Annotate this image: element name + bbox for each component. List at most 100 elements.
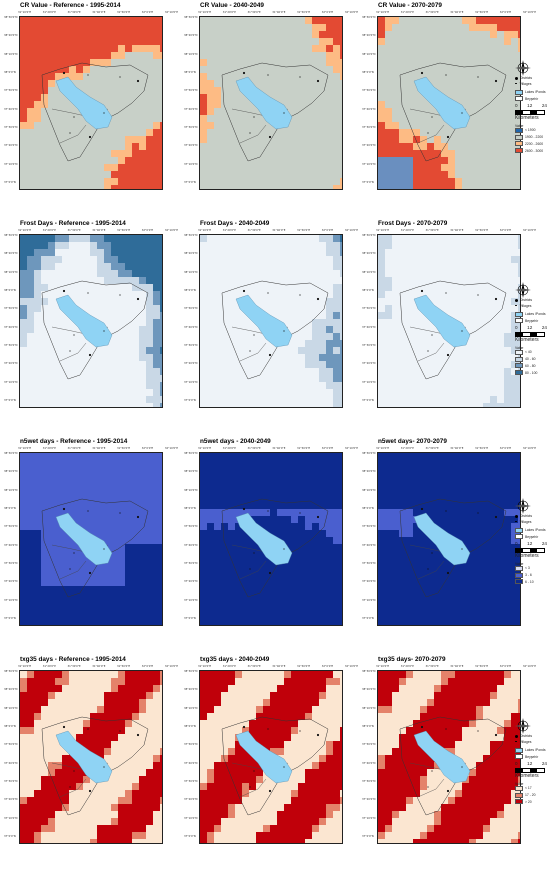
raster-cell — [427, 572, 434, 579]
latitude-tick-label: 38°10'0"N — [362, 270, 376, 274]
raster-cell — [305, 769, 312, 776]
raster-cell — [125, 333, 132, 340]
raster-cell — [55, 783, 62, 790]
raster-cell — [228, 614, 235, 621]
raster-cell — [228, 460, 235, 467]
raster-cell — [420, 361, 427, 368]
raster-cell — [319, 593, 326, 600]
raster-cell — [125, 692, 132, 699]
raster-cell — [312, 481, 319, 488]
raster-cell — [34, 368, 41, 375]
raster-cell — [153, 298, 160, 305]
raster-cell — [483, 185, 490, 189]
raster-cell — [291, 832, 298, 839]
latitude-tick-label: 38°10'0"N — [362, 488, 376, 492]
raster-cell — [406, 242, 413, 249]
raster-cell — [200, 305, 207, 312]
raster-cell — [326, 572, 333, 579]
raster-cell — [476, 530, 483, 537]
raster-cell — [312, 38, 319, 45]
raster-cell — [235, 249, 242, 256]
raster-cell — [385, 122, 392, 129]
raster-cell — [448, 671, 455, 678]
raster-cell — [221, 185, 228, 189]
raster-cell — [48, 122, 55, 129]
raster-cell — [312, 249, 319, 256]
panel-title: CR Value - Reference - 1995-2014 — [20, 2, 121, 9]
raster-cell — [263, 178, 270, 185]
raster-cell — [34, 579, 41, 586]
raster-cell — [448, 565, 455, 572]
raster-cell — [385, 488, 392, 495]
raster-cell — [483, 249, 490, 256]
raster-cell — [511, 607, 518, 614]
raster-cell — [406, 277, 413, 284]
raster-cell — [263, 368, 270, 375]
raster-cell — [249, 607, 256, 614]
raster-cell — [132, 544, 139, 551]
raster-cell — [319, 143, 326, 150]
raster-cell — [221, 94, 228, 101]
raster-cell — [249, 45, 256, 52]
raster-cell — [511, 453, 518, 460]
raster-cell — [312, 671, 319, 678]
latitude-tick-label: 37°0'0"N — [362, 834, 374, 838]
raster-cell — [483, 509, 490, 516]
raster-cell — [518, 586, 520, 593]
village-point — [73, 552, 75, 554]
raster-cell — [221, 396, 228, 403]
raster-cell — [326, 671, 333, 678]
raster-cell — [378, 298, 385, 305]
raster-cell — [90, 171, 97, 178]
raster-cell — [469, 52, 476, 59]
raster-cell — [125, 811, 132, 818]
raster-cell — [490, 108, 497, 115]
raster-cell — [277, 692, 284, 699]
raster-cell — [200, 340, 207, 347]
raster-cell — [312, 762, 319, 769]
raster-cell — [146, 298, 153, 305]
raster-cell — [125, 572, 132, 579]
raster-cell — [305, 565, 312, 572]
raster-cell — [490, 319, 497, 326]
raster-cell — [207, 277, 214, 284]
longitude-tick-label: 31°30'0"E — [425, 11, 439, 14]
district-point — [242, 507, 246, 511]
raster-cell — [305, 284, 312, 291]
raster-cell — [462, 178, 469, 185]
raster-cell — [90, 734, 97, 741]
raster-cell — [256, 375, 263, 382]
raster-cell — [263, 242, 270, 249]
raster-cell — [399, 164, 406, 171]
latitude-tick-label: 37°50'0"N — [362, 89, 376, 93]
raster-cell — [34, 621, 41, 625]
raster-cell — [263, 298, 270, 305]
raster-cell — [476, 523, 483, 530]
raster-cell — [277, 727, 284, 734]
raster-cell — [406, 80, 413, 87]
raster-cell — [291, 136, 298, 143]
raster-cell — [291, 319, 298, 326]
raster-cell — [34, 178, 41, 185]
raster-cell — [448, 17, 455, 24]
raster-cell — [69, 178, 76, 185]
raster-cell — [427, 509, 434, 516]
raster-cell — [476, 31, 483, 38]
raster-cell — [511, 551, 518, 558]
district-point — [268, 789, 272, 793]
raster-cell — [125, 685, 132, 692]
raster-cell — [146, 692, 153, 699]
raster-cell — [34, 340, 41, 347]
raster-cell — [420, 94, 427, 101]
raster-cell — [504, 502, 511, 509]
raster-cell — [207, 284, 214, 291]
district-boundary — [41, 280, 149, 380]
raster-cell — [221, 263, 228, 270]
raster-cell — [420, 530, 427, 537]
raster-cell — [118, 59, 125, 66]
raster-cell — [228, 171, 235, 178]
raster-cell — [62, 256, 69, 263]
raster-cell — [298, 17, 305, 24]
raster-cell — [118, 706, 125, 713]
latitude-tick-label: 37°30'0"N — [362, 779, 376, 783]
